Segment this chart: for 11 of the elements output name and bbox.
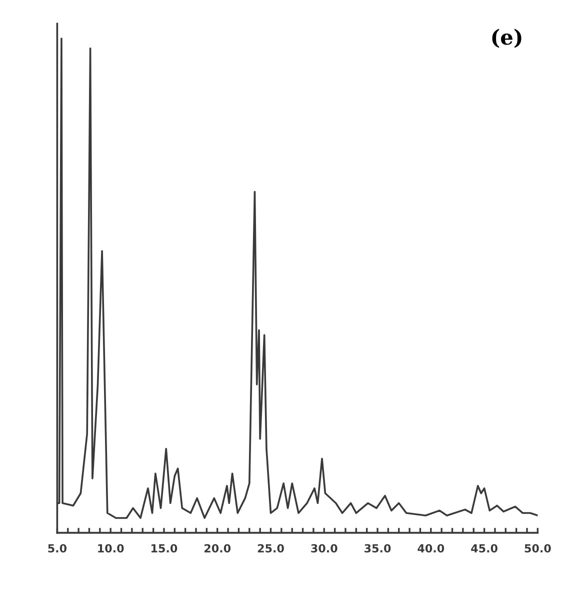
x-tick-label: 45.0 [471,544,498,553]
x-tick-label: 20.0 [204,544,231,553]
x-tick-label: 50.0 [524,544,551,553]
x-tick-label: 30.0 [311,544,338,553]
x-tick-label: 10.0 [98,544,124,553]
chart-title: (e) [492,28,522,48]
x-tick-label: 35.0 [364,544,391,553]
x-tick-label: 40.0 [418,544,444,553]
x-tick-label: 25.0 [258,544,284,553]
x-tick-label: 15.0 [152,544,178,553]
x-tick-label: 5.0 [48,544,67,553]
